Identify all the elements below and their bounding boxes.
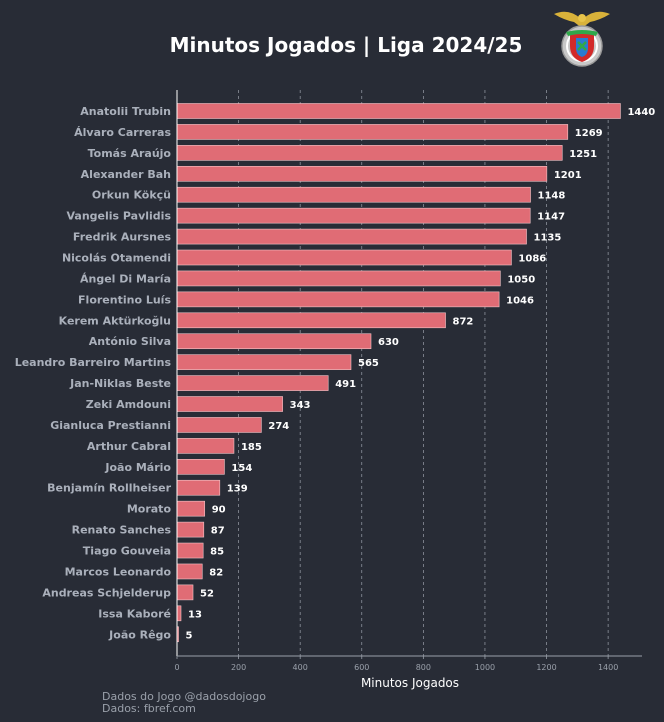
bar (176, 165, 548, 182)
bar (176, 186, 531, 203)
footer-credit: Dados do Jogo @dadosdojogo (102, 690, 266, 703)
bar (176, 438, 235, 454)
y-tick-label: Zeki Amdouni (86, 398, 171, 411)
bar (176, 312, 446, 329)
x-axis-label: Minutos Jogados (361, 676, 459, 690)
x-tick-label: 400 (293, 663, 308, 672)
bar (176, 333, 372, 350)
y-tick-label: Gianluca Prestianni (50, 419, 171, 432)
bar (176, 103, 621, 119)
bar (176, 124, 569, 140)
data-label: 185 (241, 442, 262, 453)
data-label: 1440 (627, 107, 655, 118)
y-tick-label: Florentino Luís (78, 293, 171, 306)
y-tick-label: António Silva (89, 335, 171, 348)
bar (176, 207, 531, 224)
data-label: 82 (209, 567, 223, 578)
x-tick-label: 1000 (475, 663, 495, 672)
bar (176, 249, 512, 266)
y-tick-label: Renato Sanches (72, 524, 172, 537)
y-tick-label: Anatolii Trubin (80, 105, 171, 118)
bar (176, 521, 205, 538)
y-tick-label: Marcos Leonardo (65, 565, 172, 578)
bar (176, 417, 262, 433)
footer: Dados do Jogo @dadosdojogo Dados: fbref.… (102, 691, 266, 715)
bar (176, 270, 501, 287)
bar (176, 375, 329, 391)
x-tick-label: 1400 (598, 663, 618, 672)
data-label: 565 (358, 358, 379, 369)
data-label: 85 (210, 547, 224, 558)
y-tick-label: Kerem Aktürkoğlu (59, 314, 171, 327)
axes: 0 200 400 600 800 1000 1200 1400 (174, 90, 642, 672)
y-tick-label: Nicolás Otamendi (62, 252, 171, 265)
data-label: 87 (211, 526, 225, 537)
y-tick-label: Leandro Barreiro Martins (15, 356, 172, 369)
data-label: 491 (335, 379, 356, 390)
data-label: 1201 (554, 170, 582, 181)
y-tick-label: Tomás Araújo (88, 147, 172, 160)
bar (176, 500, 206, 517)
data-label: 872 (453, 316, 474, 327)
data-label: 52 (200, 588, 214, 599)
data-label: 1050 (507, 274, 535, 285)
bar (176, 228, 527, 245)
y-tick-label: João Mário (104, 461, 171, 474)
bar (176, 459, 225, 475)
chart-title: Minutos Jogados | Liga 2024/25 (169, 33, 523, 57)
data-label: 1147 (537, 212, 565, 223)
data-label: 1135 (534, 233, 562, 244)
y-tick-label: Arthur Cabral (87, 440, 171, 453)
bar (176, 605, 182, 622)
bar (176, 479, 221, 496)
data-label: 139 (227, 484, 248, 495)
club-crest-icon (554, 11, 610, 67)
data-label: 1086 (518, 254, 546, 265)
data-label: 13 (188, 609, 202, 620)
data-label: 1251 (569, 149, 597, 160)
bar (176, 584, 194, 601)
data-label: 5 (186, 630, 193, 641)
bar (176, 291, 500, 308)
x-tick-label: 0 (174, 663, 179, 672)
bar (176, 145, 563, 161)
bar (176, 354, 352, 370)
y-tick-label: Jan-Niklas Beste (69, 377, 171, 390)
y-tick-label: Vangelis Pavlidis (66, 210, 171, 223)
y-tick-label: João Rêgo (108, 628, 171, 641)
x-tick-label: 800 (416, 663, 431, 672)
y-tick-label: Álvaro Carreras (74, 126, 171, 139)
y-tick-label: Tiago Gouveia (83, 545, 171, 558)
y-tick-label: Issa Kaboré (98, 607, 171, 620)
y-tick-label: Benjamín Rollheiser (47, 482, 171, 495)
data-label: 90 (212, 505, 226, 516)
footer-source: Dados: fbref.com (102, 702, 196, 715)
x-tick-label: 600 (354, 663, 369, 672)
bar (176, 542, 204, 559)
bar (176, 563, 203, 580)
bars: Anatolii Trubin 1440 Álvaro Carreras 1269 To… (15, 103, 655, 643)
data-label: 1269 (575, 128, 603, 139)
gridlines (238, 90, 609, 656)
data-label: 274 (268, 421, 289, 432)
y-tick-label: Morato (127, 503, 172, 516)
bar (176, 396, 283, 412)
y-tick-label: Orkun Kökçü (92, 189, 171, 202)
y-tick-label: Ángel Di María (80, 272, 171, 285)
data-label: 1148 (538, 191, 566, 202)
data-label: 343 (290, 400, 311, 411)
data-label: 154 (231, 463, 252, 474)
y-tick-label: Alexander Bah (81, 168, 171, 181)
data-label: 630 (378, 337, 399, 348)
x-tick-label: 200 (231, 663, 246, 672)
y-tick-label: Andreas Schjelderup (42, 586, 171, 599)
y-tick-label: Fredrik Aursnes (73, 231, 172, 244)
x-tick-label: 1200 (536, 663, 556, 672)
data-label: 1046 (506, 295, 534, 306)
